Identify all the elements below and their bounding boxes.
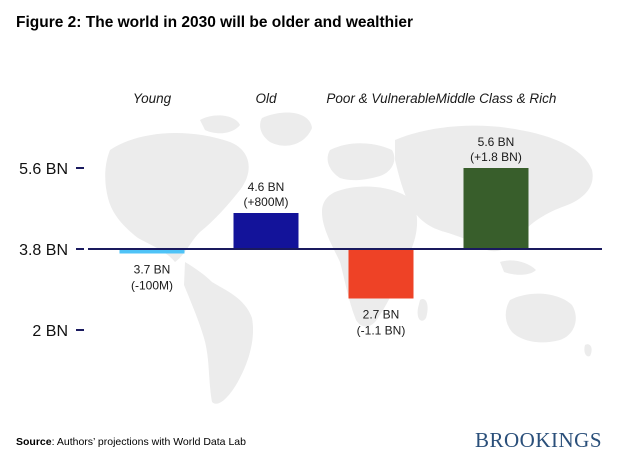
bar-0 — [119, 249, 185, 254]
category-label: Old — [255, 91, 277, 106]
category-label: Middle Class & Rich — [436, 91, 557, 106]
y-tick-label: 3.8 BN — [19, 242, 68, 259]
source-label: Source — [16, 436, 52, 448]
change-label: (-100M) — [131, 279, 173, 293]
y-axis: 5.6 BN 3.8 BN 2 BN — [19, 161, 84, 340]
bar-3 — [463, 168, 529, 249]
y-tick-label: 5.6 BN — [19, 161, 68, 178]
source-note: Source: Authors’ projections with World … — [16, 436, 246, 448]
bars — [88, 168, 602, 299]
value-label: 3.7 BN — [134, 263, 171, 277]
change-label: (+800M) — [243, 195, 288, 209]
source-text: : Authors’ projections with World Data L… — [51, 436, 246, 448]
brookings-logo: BROOKINGS — [474, 428, 602, 452]
y-tick-label: 2 BN — [32, 323, 68, 340]
change-label: (+1.8 BN) — [470, 150, 522, 164]
change-label: (-1.1 BN) — [357, 324, 406, 338]
bar-2 — [348, 249, 414, 299]
chart-title: Figure 2: The world in 2030 will be olde… — [16, 14, 414, 31]
category-label: Poor & Vulnerable — [326, 91, 435, 106]
category-label: Young — [133, 91, 172, 106]
value-label: 5.6 BN — [478, 135, 515, 149]
labels: Young Old Poor & Vulnerable Middle Class & … — [131, 91, 556, 338]
value-label: 2.7 BN — [363, 308, 400, 322]
value-label: 4.6 BN — [248, 180, 285, 194]
bar-1 — [233, 213, 299, 249]
